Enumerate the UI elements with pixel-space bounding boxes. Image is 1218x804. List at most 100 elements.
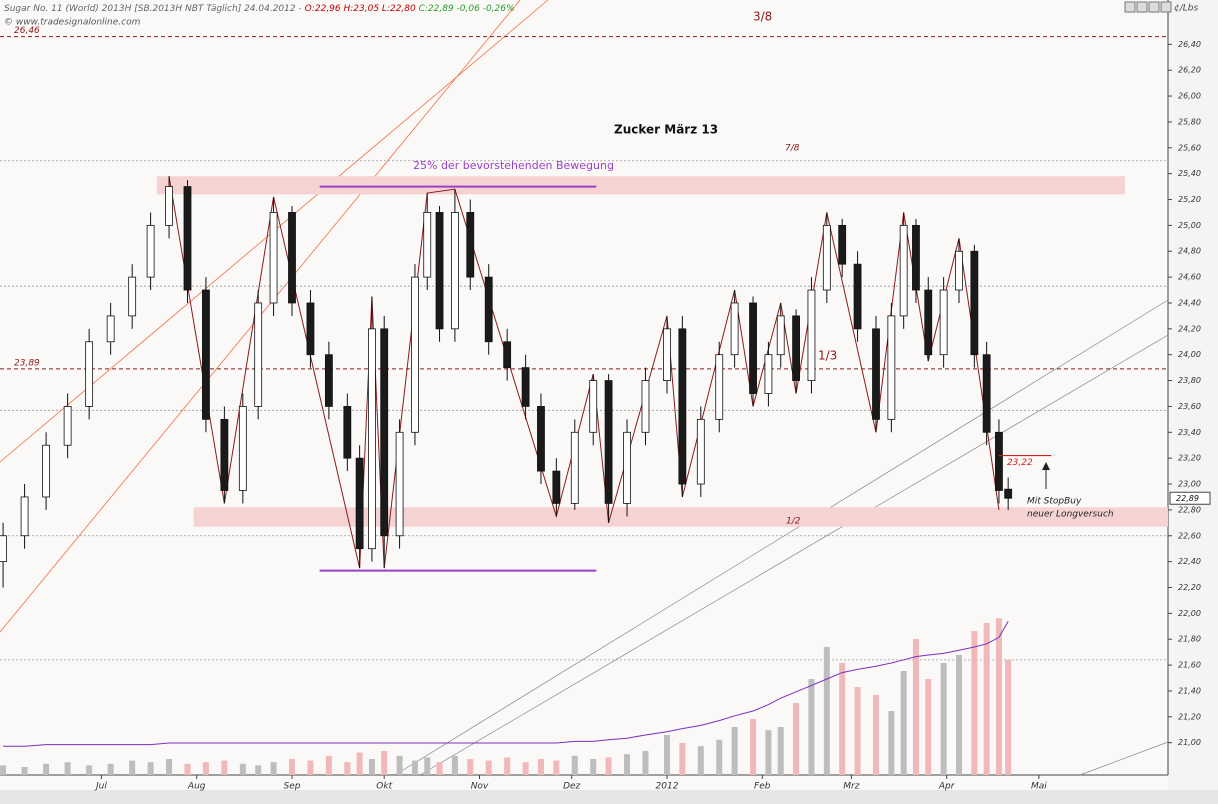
y-tick-label: 23,40: [1178, 428, 1201, 437]
candle-body: [838, 224, 847, 265]
candle-body: [853, 263, 862, 330]
volume-average: [3, 621, 1009, 747]
y-tick-label: 24,60: [1178, 273, 1201, 282]
arrow-head: [1042, 462, 1050, 470]
stop-label: 23,22: [1007, 458, 1033, 468]
button[interactable]: [1136, 1, 1148, 13]
y-tick-label: 24,20: [1178, 324, 1201, 333]
volume-bar: [624, 754, 631, 775]
volume-bar: [553, 760, 560, 775]
band: [193, 507, 1169, 527]
volume-bar: [504, 757, 511, 775]
y-tick-label: 22,00: [1178, 609, 1201, 618]
volume-bar: [129, 760, 136, 775]
volume-bar: [522, 762, 529, 775]
candle-body: [368, 328, 376, 550]
annotation: neuer Longversuch: [1027, 510, 1114, 520]
candle-body: [395, 431, 404, 537]
candle-body: [924, 289, 933, 356]
candle-body: [63, 406, 72, 446]
trend-line: [1079, 741, 1169, 776]
y-tick-label: 21,60: [1178, 661, 1201, 670]
candle-body: [20, 496, 29, 537]
y-tick-label: 24,40: [1178, 298, 1201, 307]
y-tick-label: 23,00: [1178, 480, 1201, 489]
y-tick-label: 23,20: [1178, 454, 1201, 463]
y-tick-label: 24,00: [1178, 350, 1201, 359]
volume-bar: [750, 719, 757, 775]
candle-body: [663, 328, 671, 381]
button[interactable]: [1124, 1, 1136, 13]
volume-bar: [912, 639, 919, 775]
volume-bar: [381, 751, 388, 775]
x-tick-label: Apr: [938, 782, 956, 792]
candle-body: [411, 276, 419, 433]
volume-bar: [605, 757, 612, 775]
volume-bar: [537, 759, 544, 775]
candle-body: [537, 406, 545, 472]
x-tick-label: Okt: [376, 782, 392, 792]
candle-body: [503, 341, 512, 369]
y-tick-label: 25,40: [1178, 169, 1201, 178]
x-tick-label: Sep: [284, 782, 301, 792]
button[interactable]: [1160, 1, 1172, 13]
volume-bar: [854, 687, 861, 775]
volume-bar: [356, 752, 363, 775]
y-tick-label: 23,80: [1178, 376, 1201, 385]
volume-bar: [255, 765, 262, 775]
candle-body: [202, 289, 210, 420]
candle-body: [749, 302, 757, 394]
candle-body: [641, 380, 650, 433]
y-tick-label: 24,80: [1178, 247, 1201, 256]
candle-body: [570, 431, 579, 504]
annotation: 1/3: [818, 349, 837, 363]
annotation: Mit StopBuy: [1027, 497, 1082, 507]
volume-bar: [289, 759, 295, 775]
volume-bar: [436, 762, 443, 775]
candle-body: [466, 212, 475, 278]
volume-bar: [467, 759, 474, 775]
volume-bar: [107, 763, 114, 775]
x-tick-label: Nov: [471, 782, 489, 792]
candle-body: [165, 186, 173, 226]
axis-panel: [1168, 0, 1218, 804]
volume-bar: [663, 735, 670, 775]
candle-body: [899, 224, 908, 317]
volume-bar: [873, 695, 879, 775]
volume-bar: [823, 647, 830, 775]
trend-line: [419, 334, 1169, 776]
header-part: O:22,96: [305, 4, 341, 14]
candle-body: [146, 224, 155, 278]
volume-bar: [147, 762, 154, 775]
candle-body: [764, 354, 773, 394]
volume-bar: [424, 757, 431, 775]
candle-body: [776, 315, 785, 356]
candle-body: [343, 406, 352, 459]
candle-body: [696, 418, 705, 485]
candle-body: [254, 302, 263, 407]
volume-bar: [679, 743, 686, 775]
candle-body: [306, 302, 315, 356]
y-tick-label: 25,20: [1178, 195, 1201, 204]
header-part: C:22,89 -0,06 -0,26%: [419, 4, 515, 14]
volume-bar: [571, 755, 578, 775]
candle-body: [970, 250, 979, 356]
candle-body: [451, 212, 459, 330]
volume-bar: [86, 765, 93, 775]
volume-bar: [716, 739, 723, 775]
y-tick-label: 22,20: [1178, 583, 1201, 592]
candle-body: [435, 212, 444, 330]
candle-body: [183, 186, 192, 291]
candle-body: [85, 341, 94, 407]
y-tick-label: 21,00: [1178, 738, 1201, 747]
candle-body: [912, 224, 920, 291]
candle-body: [955, 250, 963, 291]
candle-body: [715, 354, 724, 420]
candle-body: [623, 431, 631, 504]
candle-body: [822, 224, 831, 291]
volume-bar: [184, 763, 191, 775]
x-tick-label: Aug: [187, 782, 206, 792]
button[interactable]: [1148, 1, 1160, 13]
volume-bar: [485, 760, 492, 775]
